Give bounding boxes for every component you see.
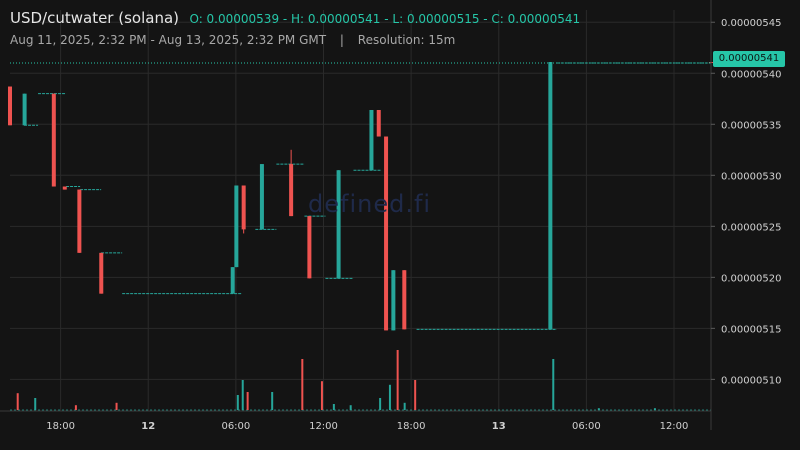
candle-body xyxy=(336,170,341,279)
volume-bar xyxy=(396,350,399,410)
volume-bar xyxy=(246,392,249,410)
x-tick-label: 06:00 xyxy=(221,421,250,432)
last-price-tag: 0.00000541 xyxy=(713,51,785,67)
y-tick-label: 0.00000510 xyxy=(721,375,781,386)
date-range: Aug 11, 2025, 2:32 PM - Aug 13, 2025, 2:… xyxy=(10,33,327,47)
volume-bar xyxy=(320,381,323,410)
candle-body xyxy=(391,270,396,331)
candle-body xyxy=(234,185,239,268)
separator: | xyxy=(339,33,344,47)
candle-body xyxy=(384,136,389,331)
candle-body xyxy=(307,216,312,279)
candle-body xyxy=(376,109,381,137)
volume-bar xyxy=(271,392,274,410)
ohlc-readout: O: 0.00000539 - H: 0.00000541 - L: 0.000… xyxy=(189,12,581,26)
y-tick-label: 0.00000515 xyxy=(721,324,781,335)
y-tick-label: 0.00000535 xyxy=(721,120,781,131)
volume-bar xyxy=(16,393,19,410)
candle-body xyxy=(369,109,374,171)
volume-bar xyxy=(403,402,406,410)
candle-body xyxy=(51,93,56,187)
x-tick-label: 06:00 xyxy=(572,421,601,432)
x-tick-label: 12 xyxy=(141,421,155,432)
volume-bar xyxy=(301,359,304,410)
x-tick-label: 12:00 xyxy=(660,421,689,432)
grid-lines xyxy=(10,10,711,411)
volume-bar xyxy=(34,398,37,410)
y-tick-label: 0.00000520 xyxy=(721,273,781,284)
volume-bar xyxy=(349,405,352,410)
candle-body xyxy=(8,86,12,126)
price-axis[interactable]: 0.00000545 0.00000540 0.00000535 0.00000530… xyxy=(710,0,781,430)
chart-header: USD/cutwater (solana) O: 0.00000539 - H:… xyxy=(10,9,580,47)
volume-bar xyxy=(236,395,239,410)
candle-body xyxy=(22,93,27,126)
candle-body xyxy=(402,270,407,330)
candle-body xyxy=(77,189,82,253)
volume-bar xyxy=(74,405,77,410)
watermark-logo: defined.fi xyxy=(308,190,432,218)
x-tick-label: 18:00 xyxy=(397,421,426,432)
volume-bar xyxy=(379,398,382,410)
candles xyxy=(8,62,713,331)
volume-bar xyxy=(241,380,244,410)
candle-body xyxy=(548,62,553,330)
candle-body xyxy=(230,267,235,294)
volume-bar xyxy=(115,402,118,410)
volume-bar xyxy=(332,404,335,410)
candle-body xyxy=(289,164,294,217)
candle-body xyxy=(241,185,246,230)
volume-bar xyxy=(597,408,600,410)
x-tick-label: 13 xyxy=(492,421,506,432)
candle-body xyxy=(99,252,104,294)
x-tick-label: 12:00 xyxy=(309,421,338,432)
volume-bar xyxy=(414,380,417,410)
y-tick-label: 0.00000525 xyxy=(721,222,781,233)
resolution-label: Resolution: 15m xyxy=(357,33,456,47)
candle-body xyxy=(259,164,264,230)
y-tick-label: 0.00000545 xyxy=(721,18,781,29)
volume-bar xyxy=(552,359,555,410)
y-tick-label: 0.00000540 xyxy=(721,69,781,80)
volume-bars xyxy=(10,350,711,411)
symbol-title: USD/cutwater (solana) xyxy=(10,9,179,27)
y-tick-label: 0.00000530 xyxy=(721,171,781,182)
candle-body xyxy=(62,186,67,190)
x-tick-label: 18:00 xyxy=(46,421,75,432)
volume-bar xyxy=(653,408,656,410)
volume-bar xyxy=(388,384,391,410)
time-axis[interactable]: 18:00 12 06:00 12:00 18:00 13 06:00 12:00 xyxy=(0,410,711,432)
